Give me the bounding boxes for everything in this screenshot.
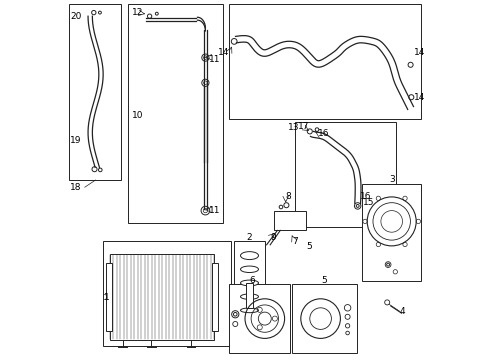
Ellipse shape bbox=[241, 294, 259, 299]
Bar bbox=[103, 241, 231, 346]
Text: 12: 12 bbox=[132, 8, 143, 17]
Ellipse shape bbox=[241, 280, 259, 286]
Text: 19: 19 bbox=[71, 136, 82, 145]
Text: 5: 5 bbox=[306, 242, 312, 251]
Ellipse shape bbox=[241, 252, 259, 260]
Text: 10: 10 bbox=[132, 111, 143, 120]
Text: 5: 5 bbox=[321, 276, 327, 285]
Bar bbox=[110, 254, 215, 340]
Text: 2: 2 bbox=[246, 233, 252, 242]
Text: 11: 11 bbox=[209, 206, 220, 215]
Text: 4: 4 bbox=[400, 307, 405, 316]
Text: 14: 14 bbox=[414, 93, 425, 102]
Text: 13: 13 bbox=[288, 123, 300, 132]
Text: 17: 17 bbox=[298, 122, 309, 131]
Bar bbox=[229, 4, 421, 119]
Text: 20: 20 bbox=[71, 12, 82, 21]
Bar bbox=[292, 284, 357, 353]
Bar bbox=[295, 122, 396, 227]
Bar bbox=[106, 263, 112, 331]
Text: 3: 3 bbox=[389, 175, 394, 184]
Bar bbox=[234, 241, 265, 313]
Bar bbox=[246, 283, 253, 308]
Text: 11: 11 bbox=[209, 55, 220, 64]
Bar bbox=[362, 184, 421, 281]
Bar bbox=[229, 284, 290, 353]
Text: 16: 16 bbox=[360, 192, 371, 201]
Bar bbox=[69, 4, 121, 180]
Bar bbox=[212, 263, 218, 331]
Ellipse shape bbox=[241, 266, 259, 273]
Bar bbox=[128, 4, 223, 223]
Text: 6: 6 bbox=[249, 276, 255, 285]
Text: 8: 8 bbox=[286, 192, 292, 201]
Text: 14: 14 bbox=[414, 48, 425, 57]
Text: 7: 7 bbox=[292, 237, 297, 246]
Bar bbox=[274, 211, 306, 230]
Text: 1: 1 bbox=[104, 292, 110, 302]
Ellipse shape bbox=[241, 308, 259, 312]
Text: 9: 9 bbox=[270, 233, 276, 242]
Text: 14: 14 bbox=[218, 48, 229, 57]
Text: 15: 15 bbox=[363, 198, 374, 207]
Text: 16: 16 bbox=[318, 129, 330, 138]
Text: 18: 18 bbox=[71, 183, 82, 192]
